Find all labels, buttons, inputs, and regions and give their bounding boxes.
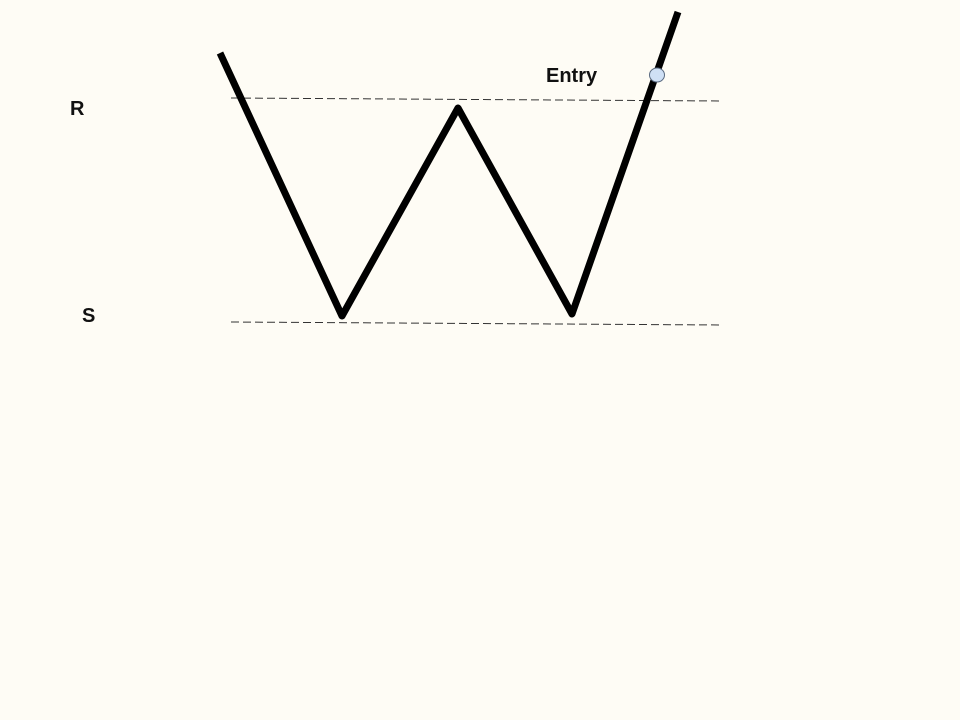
resistance-label: R [70,98,85,120]
entry-marker [649,67,665,83]
support-label: S [82,305,95,327]
support-line [230,321,723,326]
resistance-line [230,97,723,102]
price-path [216,10,682,320]
entry-label: Entry [546,65,598,87]
